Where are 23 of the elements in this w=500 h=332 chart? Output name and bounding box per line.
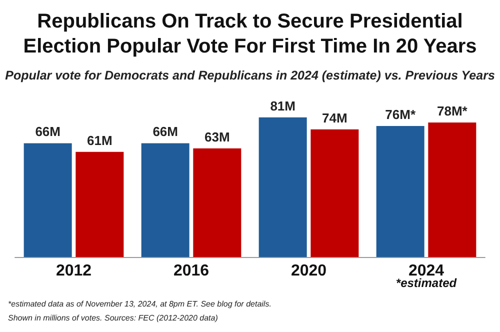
x-tick-label: 2020 <box>290 262 327 280</box>
data-label: 63M <box>204 129 230 144</box>
x-tick-label: 2012 <box>56 262 92 280</box>
x-tick-label: 2016 <box>173 262 210 280</box>
bar <box>310 129 359 257</box>
data-label: 81M <box>270 98 296 114</box>
data-label: 76M* <box>385 106 416 122</box>
text: Shown in millions of votes. Sources: FEC (2012-2020 data) <box>8 314 218 322</box>
data-label: 74M <box>322 110 348 126</box>
bar <box>141 143 190 257</box>
chart-subtitle: Popular vote for Democrats and Republicans in 2024 (estimate) vs. Previous Years <box>5 68 495 82</box>
bar <box>24 143 72 257</box>
data-label: 66M <box>152 124 178 140</box>
data-label: 61M <box>87 132 112 148</box>
data-label: 78M* <box>436 104 468 119</box>
text: *estimated data as of November 13, 2024, at 8pm ET. See blog for details. <box>8 300 272 308</box>
bar <box>428 122 476 257</box>
chart-title: Republicans On Track to Secure Presidential Election Popular Vote For First Time In 20 Years <box>23 10 477 58</box>
bar <box>76 152 124 257</box>
bar <box>193 148 242 257</box>
bar <box>258 117 307 257</box>
data-label: 66M <box>35 124 60 140</box>
bar <box>376 126 424 257</box>
